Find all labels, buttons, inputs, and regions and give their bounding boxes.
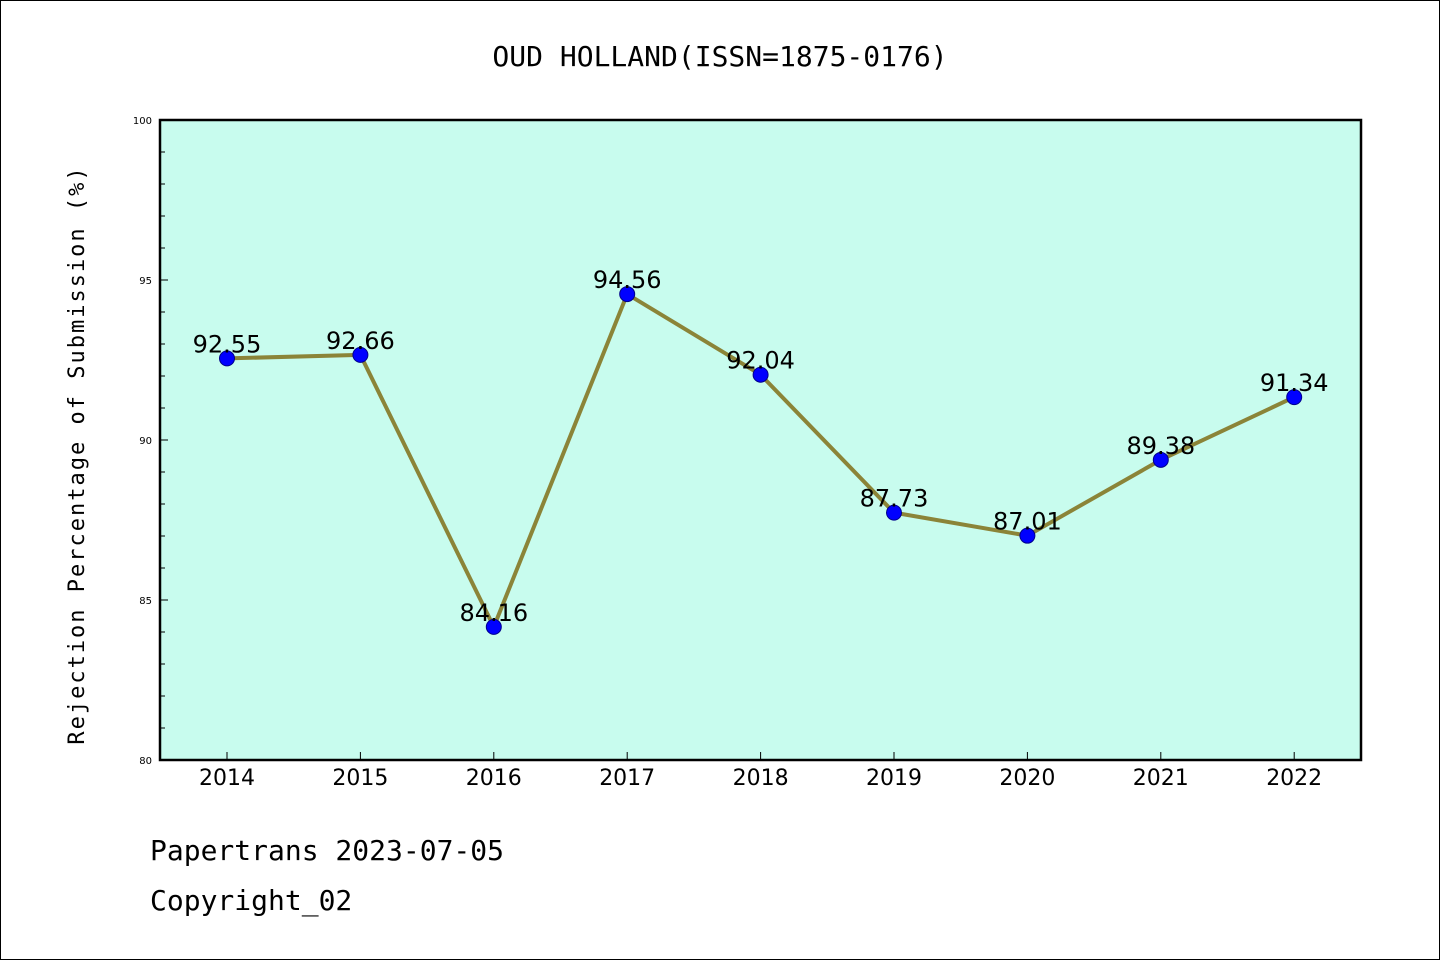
data-point [886, 504, 902, 521]
data-point [485, 618, 502, 635]
data-label: 89.38 [1126, 432, 1195, 460]
data-label: 94.56 [593, 266, 662, 294]
data-labels: 92.55 92.66 84.16 94.56 92.04 87.73 87.01 89.38… [193, 266, 1329, 627]
y-tick-label: 95 [139, 276, 152, 287]
data-point [1152, 451, 1169, 468]
x-axis: 2014 2015 2016 2017 2018 2019 2020 2021 2022 [199, 752, 1322, 791]
data-label: 84.16 [459, 599, 528, 627]
data-label: 92.55 [193, 330, 262, 358]
footer-source: Papertrans 2023-07-05 [150, 834, 505, 867]
data-label: 92.04 [726, 347, 795, 375]
x-tick-label: 2014 [199, 766, 255, 791]
x-tick-label: 2021 [1133, 766, 1189, 791]
x-tick-label: 2020 [999, 766, 1055, 791]
data-point [219, 350, 235, 367]
x-tick-label: 2019 [866, 766, 922, 791]
y-tick-label: 100 [133, 116, 152, 127]
data-label: 87.01 [993, 508, 1062, 536]
data-point [1019, 527, 1036, 544]
data-point [752, 366, 769, 383]
data-point [352, 346, 369, 363]
y-tick-label: 80 [139, 756, 152, 767]
footer-copyright: Copyright_02 [150, 884, 353, 917]
y-tick-label: 85 [139, 596, 152, 607]
x-tick-label: 2015 [332, 766, 388, 791]
data-point [619, 286, 636, 303]
data-label: 91.34 [1260, 369, 1329, 397]
plot-area [158, 118, 1363, 762]
data-point [1286, 389, 1303, 406]
series-group [219, 286, 1303, 635]
y-axis: 80 85 90 95 100 [133, 116, 168, 767]
chart-title: OUD HOLLAND(ISSN=1875-0176) [492, 40, 947, 73]
y-tick-label: 90 [139, 436, 152, 447]
x-tick-label: 2018 [733, 766, 789, 791]
data-label: 87.73 [860, 485, 929, 513]
y-axis-label: Rejection Percentage of Submission (%) [65, 165, 90, 744]
x-tick-label: 2016 [466, 766, 522, 791]
x-tick-label: 2022 [1266, 766, 1322, 791]
data-label: 92.66 [326, 327, 395, 355]
x-tick-label: 2017 [599, 766, 655, 791]
